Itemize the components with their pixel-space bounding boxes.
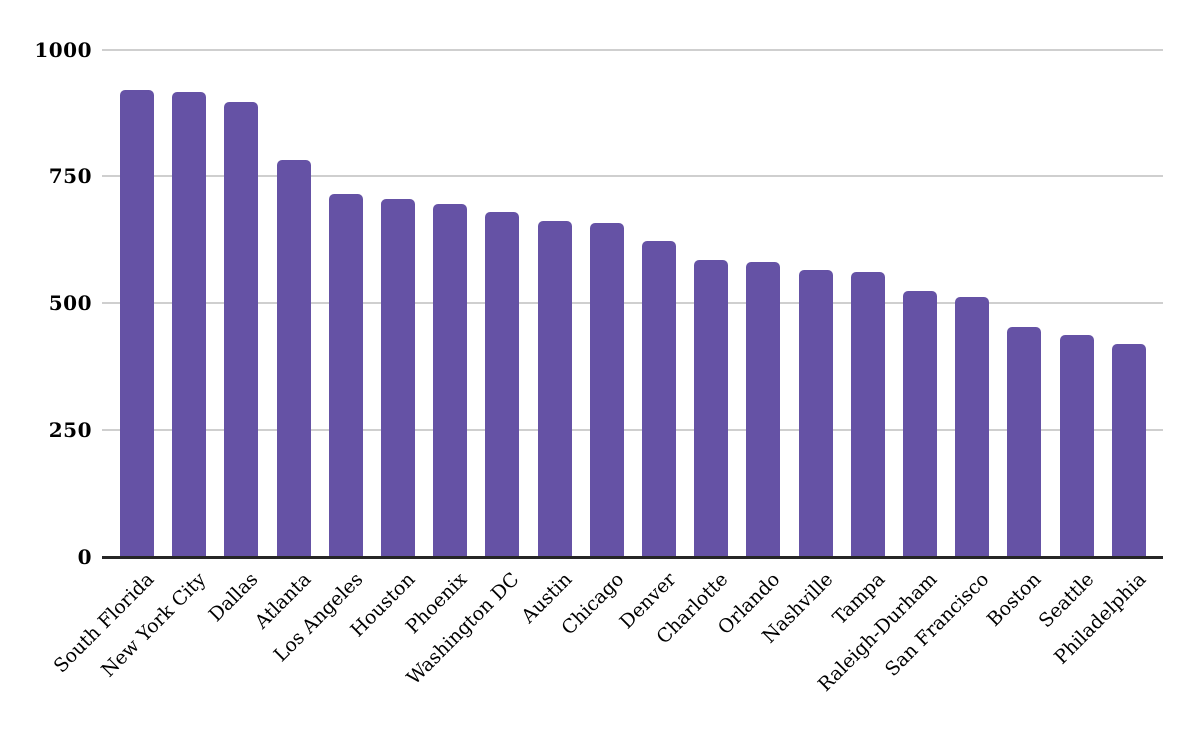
bar-chicago [589, 223, 624, 557]
bar-washington-dc [485, 212, 520, 557]
bar-nashville [798, 270, 833, 557]
x-axis-line [102, 556, 1163, 559]
y-tick-label: 250 [48, 418, 92, 443]
bar-dallas [224, 102, 259, 557]
bar-charlotte [694, 260, 729, 557]
bar-tampa [850, 272, 885, 557]
bar-houston [381, 199, 415, 557]
bar-denver [642, 241, 676, 557]
y-tick-label: 0 [77, 545, 92, 569]
bar-boston [1007, 327, 1042, 557]
y-tick-label: 500 [48, 291, 92, 316]
bar-raleigh-durham [903, 291, 937, 557]
bar-san-francisco [955, 297, 990, 557]
bar-south-florida [120, 90, 154, 557]
bar-phoenix [433, 204, 468, 557]
gridline [102, 429, 1163, 432]
y-tick-label: 750 [48, 164, 92, 189]
gridline [102, 175, 1163, 178]
gridline [102, 48, 1163, 51]
y-tick-label: 1000 [34, 37, 92, 62]
bar-los-angeles [328, 194, 363, 557]
bar-philadelphia [1111, 344, 1146, 557]
bar-new-york-city [172, 92, 207, 557]
gridline [102, 302, 1163, 305]
bar-orlando [746, 262, 781, 557]
bar-seattle [1059, 335, 1094, 557]
bar-austin [537, 221, 572, 557]
bar-atlanta [276, 160, 311, 557]
